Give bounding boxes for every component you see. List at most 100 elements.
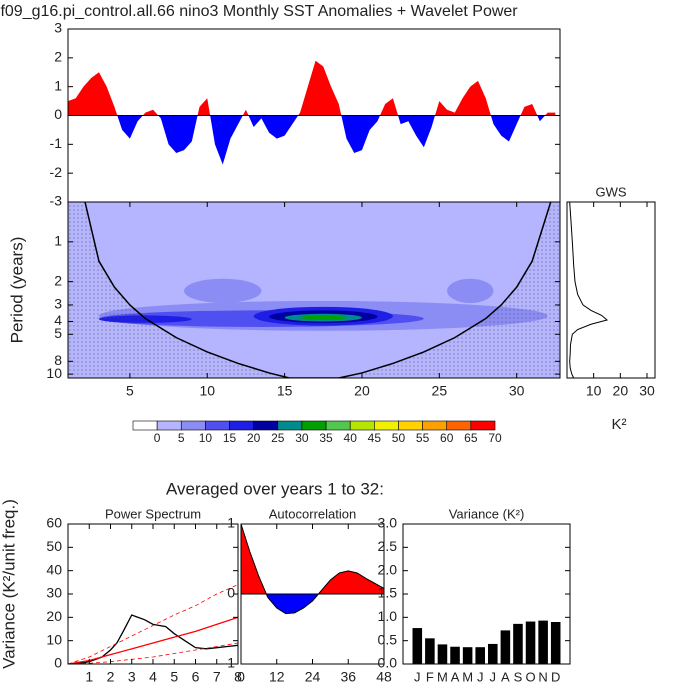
spectrum-line bbox=[68, 642, 238, 664]
x-tick-label: J bbox=[477, 669, 484, 684]
x-tick-label: 20 bbox=[613, 383, 629, 399]
colorbar-box bbox=[253, 420, 279, 431]
y-tick-label: 20 bbox=[46, 608, 62, 624]
colorbar-box bbox=[229, 420, 254, 431]
x-tick-label: A bbox=[501, 669, 510, 684]
y-tick-label: 1 bbox=[54, 233, 62, 249]
y-tick-label: 3 bbox=[54, 20, 62, 36]
y-tick-label: 0 bbox=[227, 585, 235, 601]
bar bbox=[425, 638, 435, 664]
colorbar-label: 40 bbox=[344, 431, 358, 445]
x-tick-label: N bbox=[538, 669, 547, 684]
colorbar-label: 15 bbox=[223, 431, 237, 445]
colorbar-label: 20 bbox=[247, 431, 261, 445]
y-tick-label: 2 bbox=[54, 49, 62, 65]
spectrum-line bbox=[74, 614, 238, 664]
x-tick-label: 2 bbox=[107, 669, 115, 685]
subtitle: Averaged over years 1 to 32: bbox=[166, 479, 384, 498]
x-tick-label: 36 bbox=[340, 669, 356, 685]
y-tick-label: 4 bbox=[54, 312, 62, 328]
gws-line bbox=[569, 202, 609, 378]
bar bbox=[538, 620, 548, 664]
colorbar-label: 0 bbox=[154, 431, 161, 445]
y-tick-label: 0.5 bbox=[378, 631, 398, 647]
y-tick-label: -1 bbox=[50, 135, 63, 151]
colorbar-label: 10 bbox=[199, 431, 213, 445]
x-tick-label: 30 bbox=[509, 383, 525, 399]
y-tick-label: 60 bbox=[46, 515, 62, 531]
y-tick-label: 10 bbox=[46, 631, 62, 647]
y-tick-label: 1 bbox=[54, 77, 62, 93]
x-tick-label: D bbox=[551, 669, 560, 684]
y-tick-label: 1 bbox=[227, 515, 235, 531]
y-tick-label: 8 bbox=[54, 352, 62, 368]
panel-title: GWS bbox=[595, 184, 626, 199]
bar bbox=[437, 644, 448, 664]
colorbar-label: 65 bbox=[464, 431, 478, 445]
colorbar-box bbox=[374, 420, 399, 431]
colorbar-label: 55 bbox=[416, 431, 430, 445]
y-tick-label: 0 bbox=[54, 655, 62, 671]
colorbar-label: 25 bbox=[271, 431, 285, 445]
x-tick-label: 25 bbox=[432, 383, 448, 399]
y-tick-label: 50 bbox=[46, 538, 62, 554]
x-tick-label: M bbox=[462, 669, 473, 684]
colorbar-box bbox=[180, 420, 206, 431]
negative-area bbox=[241, 594, 384, 614]
y-tick-label: 5 bbox=[54, 325, 62, 341]
y-tick-label: 2.0 bbox=[378, 561, 398, 577]
bar bbox=[513, 623, 523, 664]
x-tick-label: 8 bbox=[234, 669, 242, 685]
spectrum-line bbox=[68, 584, 238, 664]
x-tick-label: O bbox=[525, 669, 535, 684]
y-tick-label: 40 bbox=[46, 561, 62, 577]
colorbar-box bbox=[277, 420, 303, 431]
power-contour bbox=[184, 278, 262, 303]
x-tick-label: J bbox=[414, 669, 421, 684]
colorbar-box bbox=[205, 420, 230, 431]
y-tick-label: -3 bbox=[50, 193, 63, 209]
colorbar-label: 45 bbox=[368, 431, 382, 445]
cone-of-influence bbox=[84, 202, 552, 378]
outline bbox=[240, 523, 385, 615]
x-tick-label: 5 bbox=[170, 669, 178, 685]
colorbar-box bbox=[422, 420, 448, 431]
wavelet-power bbox=[68, 202, 560, 378]
y-tick-label: 2 bbox=[54, 272, 62, 288]
x-tick-label: 10 bbox=[199, 383, 215, 399]
main-title: .f09_g16.pi_control.all.66 nino3 Monthly… bbox=[0, 3, 518, 20]
colorbar-label: 30 bbox=[295, 431, 309, 445]
x-tick-label: 0 bbox=[237, 669, 245, 685]
colorbar-box bbox=[446, 420, 472, 431]
bar bbox=[462, 647, 473, 664]
y-axis-label: Variance (K²/unit freq.) bbox=[0, 499, 18, 669]
y-tick-label: 3 bbox=[54, 296, 62, 312]
x-axis-label: K² bbox=[612, 416, 627, 433]
y-tick-label: 0.0 bbox=[378, 655, 398, 671]
y-tick-label: 10 bbox=[46, 365, 62, 381]
colorbar-box bbox=[349, 420, 375, 431]
plot-frame bbox=[566, 201, 656, 379]
bar bbox=[488, 643, 498, 664]
negative-area bbox=[68, 115, 556, 165]
x-tick-label: J bbox=[490, 669, 497, 684]
y-tick-label: 30 bbox=[46, 585, 62, 601]
x-tick-label: 6 bbox=[192, 669, 200, 685]
colorbar-box bbox=[398, 420, 423, 431]
plot-frame bbox=[67, 201, 561, 379]
y-tick-label: 3.0 bbox=[378, 515, 398, 531]
bar bbox=[525, 621, 536, 664]
x-tick-label: M bbox=[437, 669, 448, 684]
power-contour bbox=[447, 278, 494, 303]
bar bbox=[450, 646, 460, 664]
colorbar-box bbox=[470, 420, 496, 431]
bar bbox=[550, 622, 561, 664]
x-tick-label: 5 bbox=[126, 383, 134, 399]
colorbar-label: 50 bbox=[392, 431, 406, 445]
y-axis-label: Period (years) bbox=[7, 237, 26, 344]
colorbar-box bbox=[156, 420, 182, 431]
colorbar-box bbox=[132, 420, 158, 431]
panel-title: Autocorrelation bbox=[269, 506, 356, 521]
x-tick-label: 48 bbox=[376, 669, 392, 685]
